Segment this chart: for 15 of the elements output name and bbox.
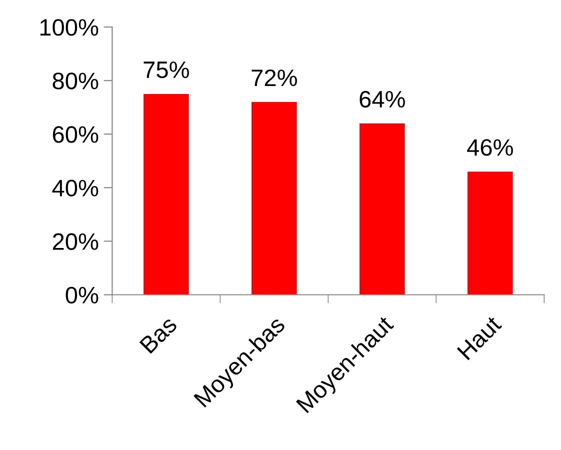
data-label: 72%	[252, 69, 297, 86]
y-tick-label: 60%	[52, 126, 98, 143]
data-label: 64%	[360, 90, 405, 108]
y-tick-label: 100%	[40, 19, 98, 36]
x-tick-label: Bas	[139, 315, 178, 354]
bar	[252, 102, 297, 295]
bar	[467, 172, 513, 295]
y-tick-label: 40%	[52, 180, 98, 196]
bar	[144, 94, 189, 295]
data-label: 46%	[467, 139, 513, 156]
bar	[360, 123, 405, 295]
data-label: 75%	[144, 62, 189, 78]
y-tick-label: 20%	[52, 233, 98, 250]
y-tick-label: 0%	[66, 286, 98, 304]
y-tick-label: 80%	[52, 72, 98, 90]
